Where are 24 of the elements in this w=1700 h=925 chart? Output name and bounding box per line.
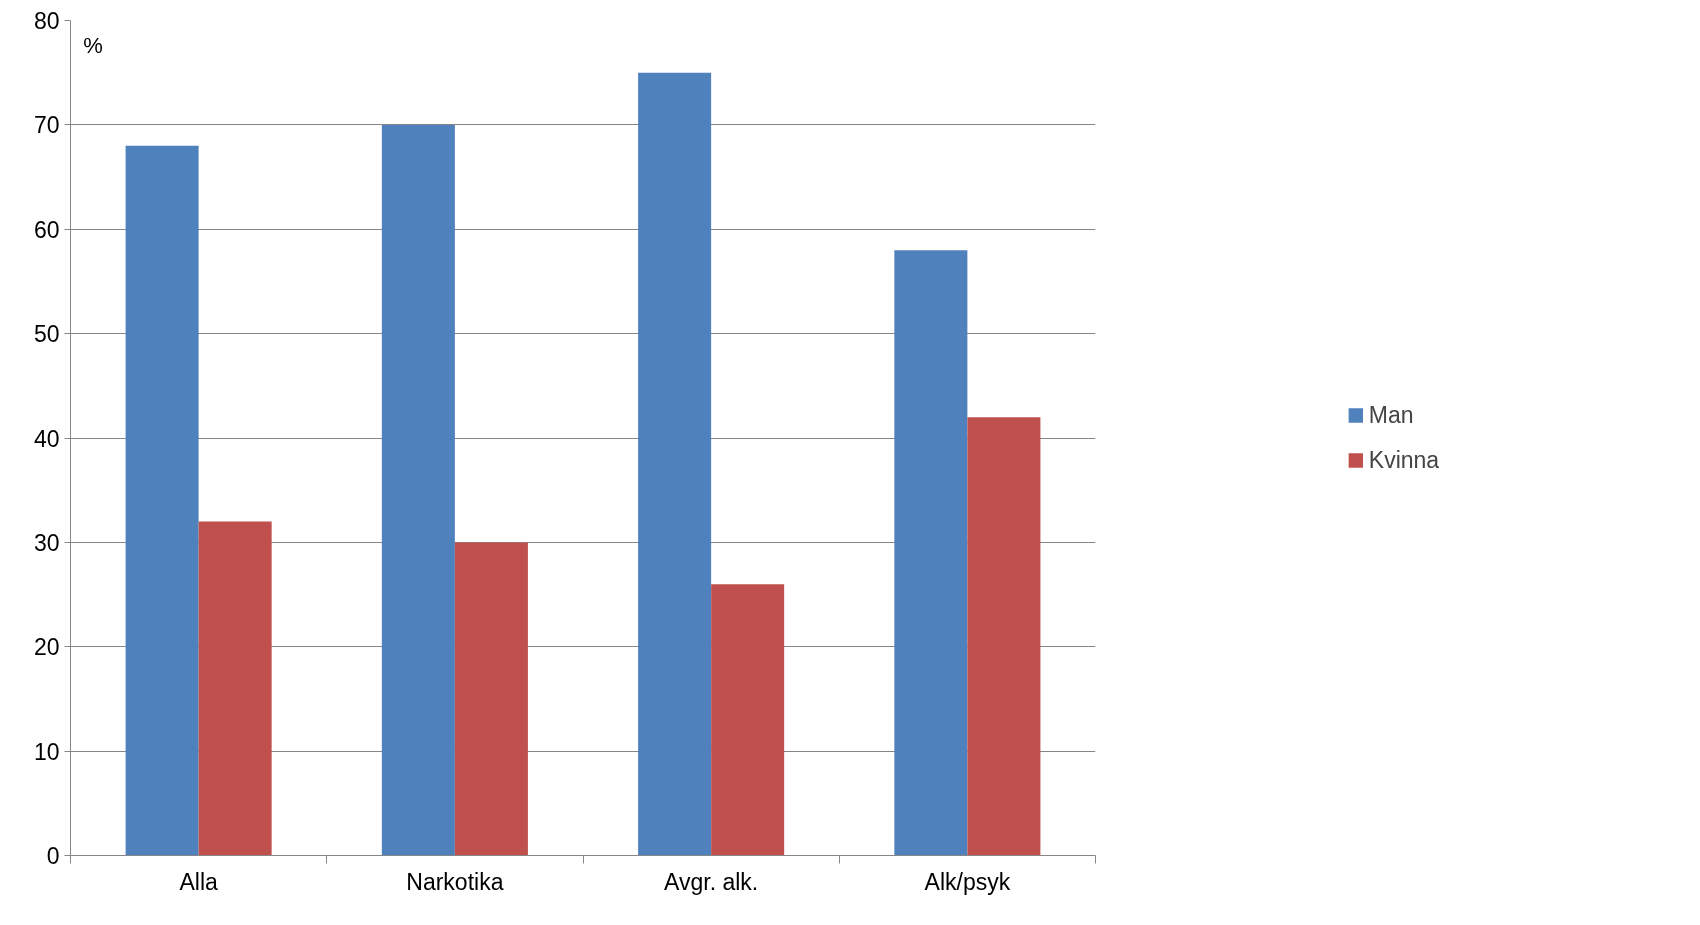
y-tick-label: 80: [33, 8, 60, 34]
bar: [638, 72, 712, 856]
legend-label: Man: [1368, 401, 1414, 429]
x-tick-label: Narkotika: [406, 868, 504, 895]
y-tick-label: 40: [33, 425, 60, 452]
y-tick-label: 70: [33, 112, 60, 139]
bar: [381, 124, 455, 856]
bar: [198, 521, 272, 856]
x-tick-label: Avgr. alk.: [664, 868, 759, 895]
bar: [454, 542, 528, 856]
x-tick-label: Alk/psyk: [924, 868, 1011, 895]
y-tick-label: 20: [33, 634, 60, 661]
y-tick-label: 50: [33, 321, 60, 348]
bar: [711, 584, 785, 856]
y-axis-title: %: [83, 32, 103, 58]
y-tick-label: 60: [33, 216, 60, 243]
legend-label: Kvinna: [1368, 446, 1440, 474]
x-tick-label: Alla: [179, 868, 219, 895]
y-tick-label: 30: [33, 529, 60, 556]
bar: [894, 250, 968, 856]
bar: [967, 417, 1041, 856]
bar: [125, 145, 199, 856]
y-tick-label: 10: [33, 738, 60, 765]
y-tick-label: 0: [46, 843, 60, 869]
